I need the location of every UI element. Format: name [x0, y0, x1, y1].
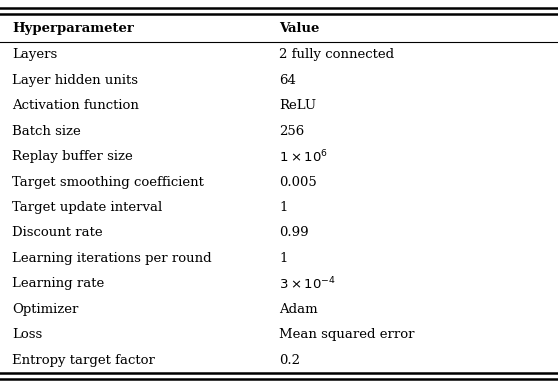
Text: 256: 256 — [279, 125, 304, 138]
Text: $1 \times 10^{6}$: $1 \times 10^{6}$ — [279, 148, 328, 165]
Text: ReLU: ReLU — [279, 99, 316, 112]
Text: Entropy target factor: Entropy target factor — [12, 354, 155, 367]
Text: 2 fully connected: 2 fully connected — [279, 48, 394, 61]
Text: Value: Value — [279, 22, 319, 35]
Text: Learning iterations per round: Learning iterations per round — [12, 252, 212, 265]
Text: Batch size: Batch size — [12, 125, 81, 138]
Text: 0.005: 0.005 — [279, 176, 317, 188]
Text: 1: 1 — [279, 252, 287, 265]
Text: Hyperparameter: Hyperparameter — [12, 22, 134, 35]
Text: Layers: Layers — [12, 48, 57, 61]
Text: Discount rate: Discount rate — [12, 227, 103, 239]
Text: Loss: Loss — [12, 328, 42, 341]
Text: Learning rate: Learning rate — [12, 277, 104, 290]
Text: Adam: Adam — [279, 303, 318, 316]
Text: 64: 64 — [279, 74, 296, 87]
Text: 1: 1 — [279, 201, 287, 214]
Text: Activation function: Activation function — [12, 99, 139, 112]
Text: Mean squared error: Mean squared error — [279, 328, 415, 341]
Text: Replay buffer size: Replay buffer size — [12, 150, 133, 163]
Text: Layer hidden units: Layer hidden units — [12, 74, 138, 87]
Text: Target update interval: Target update interval — [12, 201, 162, 214]
Text: Target smoothing coefficient: Target smoothing coefficient — [12, 176, 204, 188]
Text: Optimizer: Optimizer — [12, 303, 79, 316]
Text: 0.2: 0.2 — [279, 354, 300, 367]
Text: 0.99: 0.99 — [279, 227, 309, 239]
Text: $3 \times 10^{-4}$: $3 \times 10^{-4}$ — [279, 276, 336, 292]
